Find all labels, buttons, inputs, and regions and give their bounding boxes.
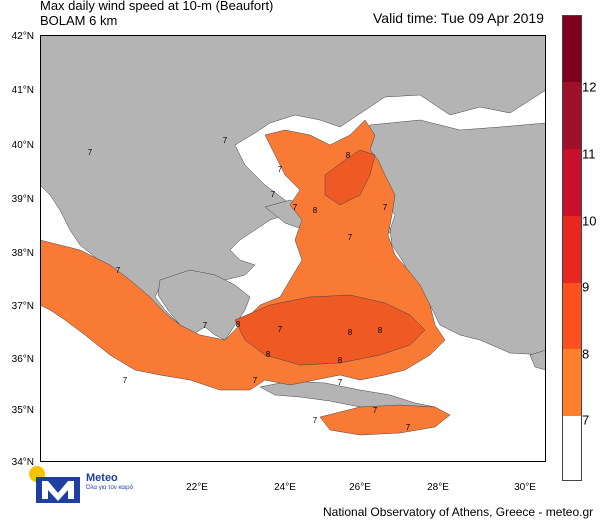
- lat-label: 37°N: [11, 301, 34, 312]
- lat-label: 41°N: [11, 85, 34, 96]
- colorbar-label: 7: [582, 412, 590, 428]
- contour-label: 7: [88, 148, 93, 157]
- meteo-logo-icon: [29, 466, 80, 503]
- contour-label: 8: [348, 328, 353, 337]
- colorbar-label: 12: [582, 79, 597, 95]
- lat-label: 36°N: [11, 354, 34, 365]
- lat-label: 42°N: [11, 31, 34, 42]
- contour-label: 8: [236, 320, 241, 329]
- lon-label: 26°E: [349, 482, 371, 493]
- contour-label: 7: [348, 233, 353, 242]
- colorbar-swatch: [563, 149, 581, 216]
- beaufort7-south: [319, 404, 451, 436]
- lat-label: 40°N: [11, 140, 34, 151]
- contour-label: 7: [278, 325, 283, 334]
- colorbar-label: 11: [582, 146, 596, 162]
- colorbar-swatch: [563, 216, 581, 283]
- contour-label: 7: [293, 203, 298, 212]
- wind-contours: [40, 119, 451, 436]
- contour-label: 7: [406, 423, 411, 432]
- lat-label: 35°N: [11, 405, 34, 416]
- contour-label: 8: [266, 350, 271, 359]
- logo-name: Meteo: [86, 472, 118, 484]
- logo-subtitle: Όλα για τον καιρό: [86, 485, 133, 491]
- beaufort8-central: [234, 294, 426, 366]
- colorbar-swatch: [563, 416, 581, 480]
- contour-label: 7: [338, 378, 343, 387]
- contour-label: 7: [383, 203, 388, 212]
- contour-label: 8: [313, 206, 318, 215]
- colorbar-label: 8: [582, 346, 590, 362]
- lat-label: 34°N: [11, 457, 34, 468]
- contour-label: 8: [378, 326, 383, 335]
- valid-time: Valid time: Tue 09 Apr 2019: [373, 10, 544, 26]
- contour-label: 8: [338, 356, 343, 365]
- contour-label: 7: [313, 416, 318, 425]
- contour-label: 7: [123, 376, 128, 385]
- colorbar-label: 10: [582, 213, 597, 229]
- contour-label: 7: [373, 406, 378, 415]
- contour-label: 7: [271, 190, 276, 199]
- map-frame: [40, 35, 546, 462]
- lat-label: 38°N: [11, 248, 34, 259]
- colorbar-label: 9: [582, 279, 590, 295]
- wind-map: 7 7 7 7 7 7 7 7 7 7 7 7 7 7 7 7 8 8 8 8 …: [40, 35, 546, 462]
- title-line1: Max daily wind speed at 10-m (Beaufort): [40, 0, 274, 13]
- contour-label: 8: [346, 151, 351, 160]
- colorbar: [562, 15, 582, 481]
- map-title: Max daily wind speed at 10-m (Beaufort) …: [40, 0, 273, 28]
- contour-labels: 7 7 7 7 7 7 7 7 7 7 7 7 7 7 7 7 8 8 8 8 …: [88, 136, 411, 432]
- lon-label: 22°E: [186, 482, 208, 493]
- contour-label: 7: [203, 321, 208, 330]
- beaufort8-north: [324, 149, 376, 206]
- contour-label: 7: [278, 165, 283, 174]
- colorbar-swatch: [563, 16, 581, 82]
- lon-label: 24°E: [274, 482, 296, 493]
- credit-line: National Observatory of Athens, Greece -…: [323, 505, 594, 519]
- title-line2: BOLAM 6 km: [40, 13, 118, 28]
- colorbar-swatch: [563, 283, 581, 349]
- contour-label: 7: [223, 136, 228, 145]
- lon-label: 28°E: [427, 482, 449, 493]
- contour-label: 7: [116, 266, 121, 275]
- colorbar-swatch: [563, 349, 581, 416]
- contour-label: 7: [253, 376, 258, 385]
- lon-label: 30°E: [514, 482, 536, 493]
- lat-label: 39°N: [11, 194, 34, 205]
- colorbar-swatch: [563, 82, 581, 149]
